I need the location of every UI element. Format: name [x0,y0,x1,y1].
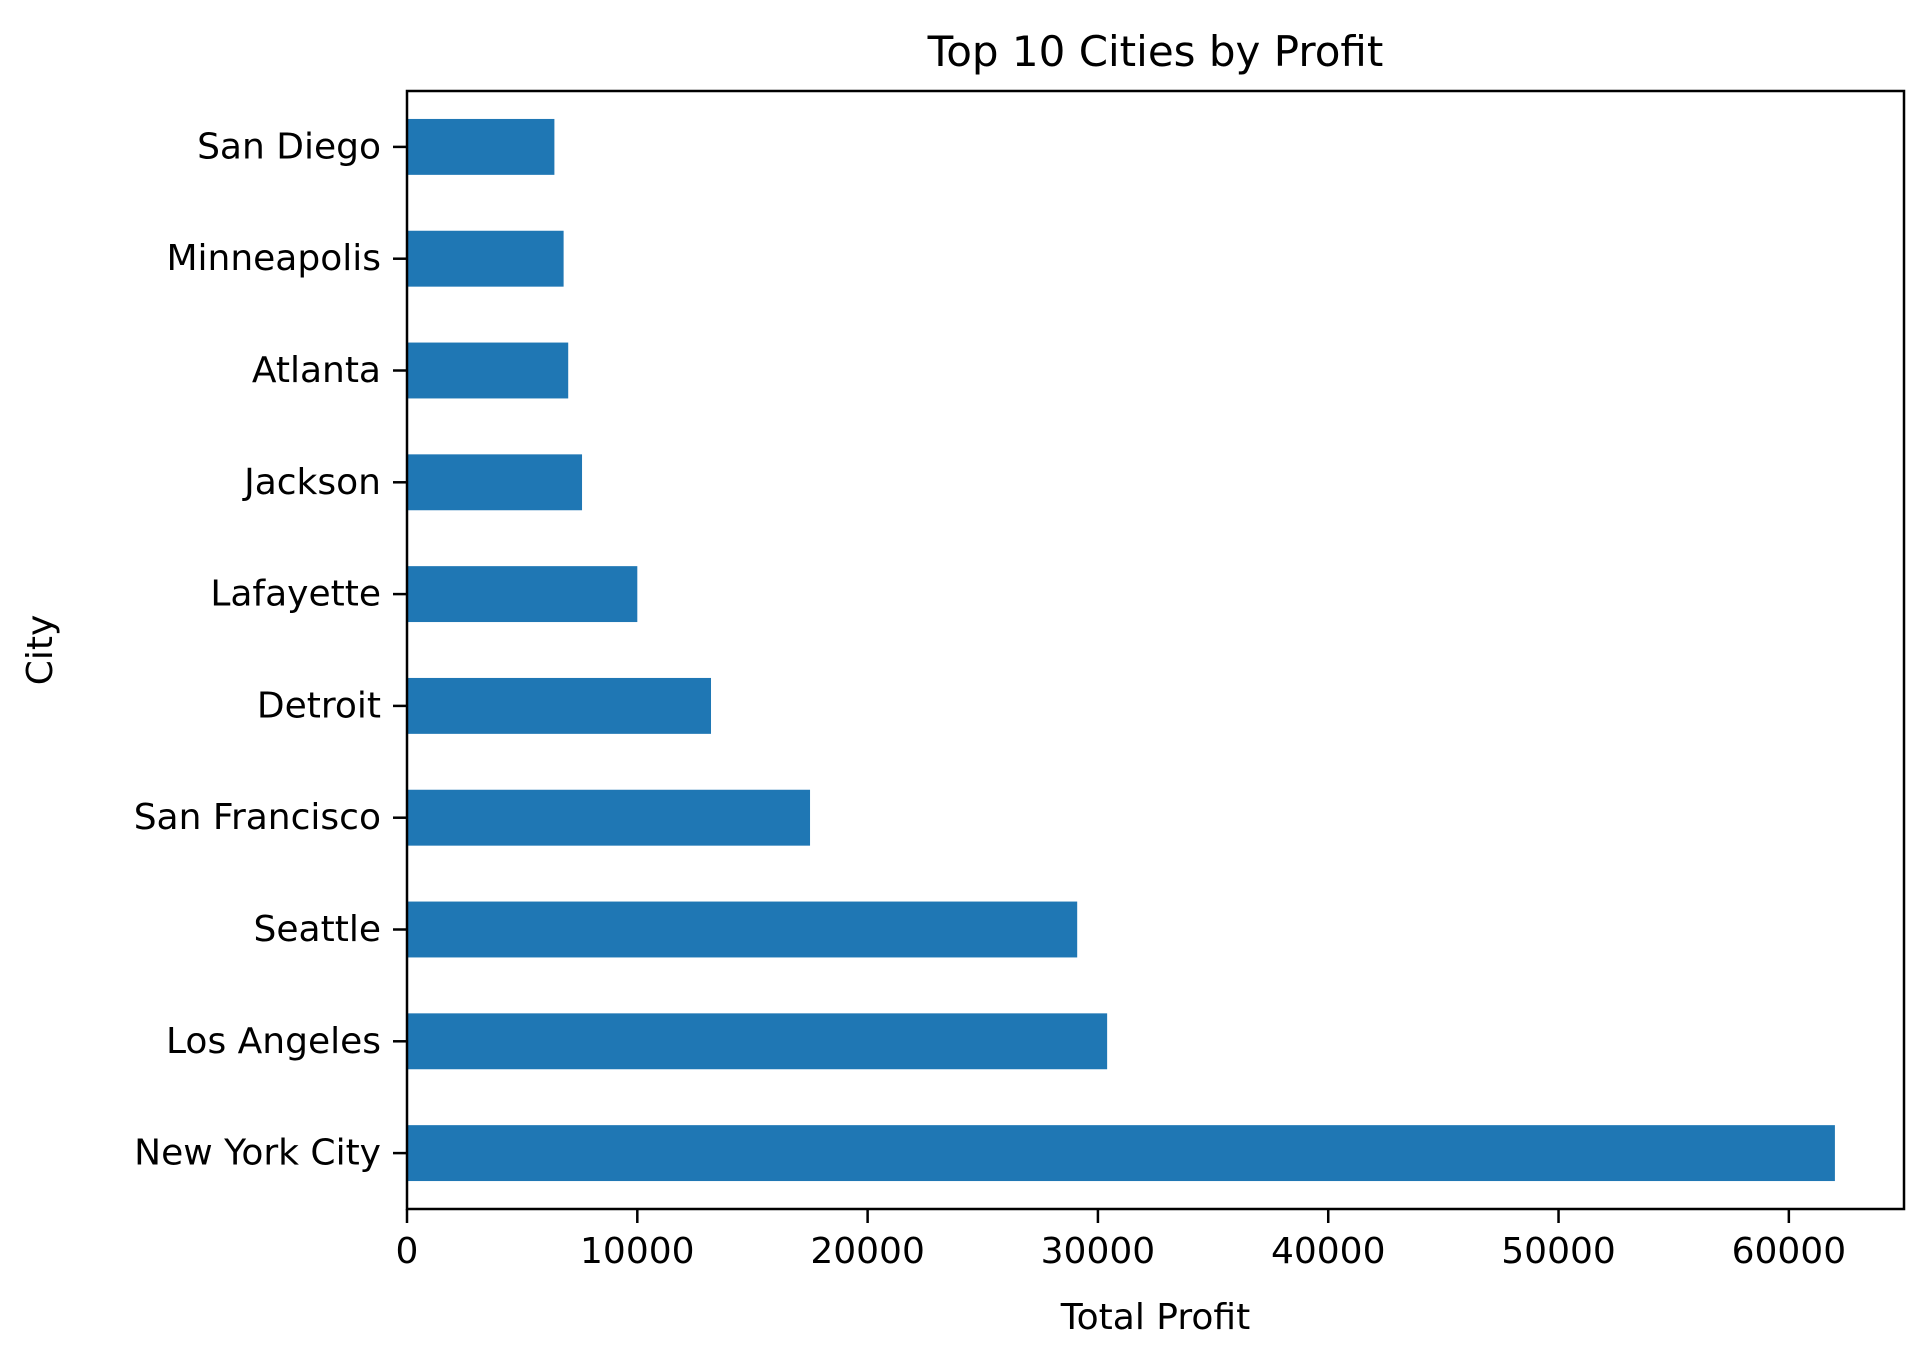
bar-detroit [407,677,712,734]
y-axis-label: City [20,615,61,686]
bars-layer [407,118,1835,1182]
y-tick-label: Seattle [254,909,381,950]
y-tick-label: San Diego [197,126,381,167]
x-tick-label: 20000 [810,1231,925,1272]
bar-san-diego [407,118,555,175]
bar-jackson [407,454,583,511]
y-axis-ticks: New York City Los Angeles Seattle San Franc… [134,126,407,1174]
x-tick-label: 50000 [1501,1231,1616,1272]
y-tick-label: Detroit [257,685,381,726]
x-tick-label: 0 [396,1231,419,1272]
bar-san-francisco [407,789,811,846]
bar-minneapolis [407,230,564,287]
x-tick-label: 30000 [1041,1231,1156,1272]
y-tick-label: Los Angeles [166,1021,381,1062]
x-tick-label: 40000 [1271,1231,1386,1272]
x-axis-label: Total Profit [1060,1297,1250,1338]
bar-new-york-city [407,1125,1835,1182]
x-tick-label: 60000 [1732,1231,1847,1272]
bar-los-angeles [407,1013,1108,1070]
x-tick-label: 10000 [580,1231,695,1272]
plot-frame [405,89,1906,1211]
y-tick-label: Minneapolis [166,238,381,279]
y-tick-label: Atlanta [252,350,381,391]
y-tick-label: Jackson [242,462,381,503]
y-tick-label: San Francisco [134,797,381,838]
x-axis-ticks: 0 10000 20000 30000 40000 50000 60000 [396,1209,1847,1272]
bar-seattle [407,901,1078,958]
bar-atlanta [407,342,569,399]
chart-title: Top 10 Cities by Profit [927,27,1384,76]
y-tick-label: New York City [134,1133,381,1174]
y-tick-label: Lafayette [210,574,381,615]
bar-lafayette [407,566,638,623]
